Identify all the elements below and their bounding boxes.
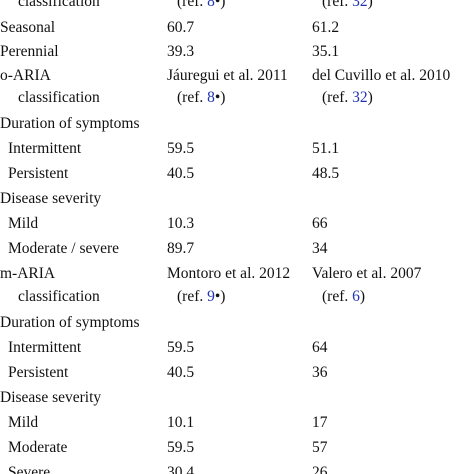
row-label: Moderate / severe [8,240,120,257]
value-cell: 57 [312,439,328,456]
row-label: Intermittent [8,140,82,157]
table-row: classification (ref. 8•) (ref. 32) [0,86,474,110]
table-row: Disease severity [0,386,474,410]
row-label: o-ARIA [0,67,51,84]
row-label: Mild [8,414,39,431]
reference-link[interactable]: 32 [352,89,368,106]
value-cell: 48.5 [312,165,340,182]
table-row: Intermittent 59.5 51.1 [0,137,474,161]
table-row: classification (ref. 8•) (ref. 32) [0,0,474,14]
value-cell: 40.5 [167,165,195,182]
section-label: Disease severity [0,389,102,406]
table-row: Duration of symptoms [0,112,474,136]
value-cell: 61.2 [312,19,340,36]
row-label: Persistent [8,165,69,182]
table-row: m-ARIA Montoro et al. 2012 Valero et al.… [0,262,474,286]
table-row: Moderate 59.5 57 [0,436,474,460]
reference-link[interactable]: 8 [207,0,215,10]
value-cell: 34 [312,240,328,257]
row-label: Perennial [0,43,59,60]
value-cell: 89.7 [167,240,195,257]
table-row: o-ARIA Jáuregui et al. 2011 del Cuvillo … [0,64,474,88]
study-cell: del Cuvillo et al. 2010 [312,67,451,84]
row-label: Persistent [8,364,69,381]
value-cell: 36 [312,364,328,381]
row-label: m-ARIA [0,265,56,282]
table-row: Intermittent 59.5 64 [0,336,474,360]
section-label: Disease severity [0,190,102,207]
study-cell: Montoro et al. 2012 [167,265,291,282]
value-cell: 40.5 [167,364,195,381]
value-cell: 10.1 [167,414,195,431]
value-cell: 59.5 [167,339,195,356]
reference-link[interactable]: 6 [352,288,360,305]
value-cell: 59.5 [167,439,195,456]
value-cell: 64 [312,339,328,356]
row-label: Mild [8,215,39,232]
reference-link[interactable]: 9 [207,288,215,305]
table-row: Disease severity [0,187,474,211]
value-cell: 51.1 [312,140,340,157]
table-row: Moderate / severe 89.7 34 [0,237,474,261]
row-label: classification [18,288,100,305]
reference-link[interactable]: 32 [352,0,368,10]
row-label: Moderate [8,439,68,456]
ref-cell: (ref. 6) [322,288,366,305]
value-cell: 35.1 [312,43,340,60]
table-row: Mild 10.1 17 [0,411,474,435]
row-label: Severe [8,464,51,474]
table-row: classification (ref. 9•) (ref. 6) [0,285,474,309]
value-cell: 10.3 [167,215,195,232]
study-cell: Valero et al. 2007 [312,265,422,282]
ref-cell: (ref. 32) [322,89,373,106]
ref-cell: (ref. 32) [322,0,373,14]
ref-cell: (ref. 8•) [177,89,226,106]
ref-cell: (ref. 9•) [177,288,226,305]
table-row: Severe 30.4 26 [0,461,474,474]
ref-cell: (ref. 8•) [177,0,225,14]
row-label: classification [18,0,100,10]
value-cell: 59.5 [167,140,195,157]
table-row: Seasonal 60.7 61.2 [0,16,474,40]
table-row: Persistent 40.5 48.5 [0,162,474,186]
table-row: Perennial 39.3 35.1 [0,40,474,64]
table-row: Mild 10.3 66 [0,212,474,236]
table-row: Duration of symptoms [0,311,474,335]
value-cell: 26 [312,464,328,474]
section-label: Duration of symptoms [0,314,140,331]
row-label: Intermittent [8,339,82,356]
reference-link[interactable]: 8 [207,89,215,106]
table-row: Persistent 40.5 36 [0,361,474,385]
value-cell: 39.3 [167,43,195,60]
value-cell: 30.4 [167,464,195,474]
value-cell: 66 [312,215,328,232]
value-cell: 60.7 [167,19,195,36]
section-label: Duration of symptoms [0,115,140,132]
row-label: Seasonal [0,19,56,36]
study-cell: Jáuregui et al. 2011 [167,67,288,84]
row-label: classification [18,89,100,106]
value-cell: 17 [312,414,328,431]
